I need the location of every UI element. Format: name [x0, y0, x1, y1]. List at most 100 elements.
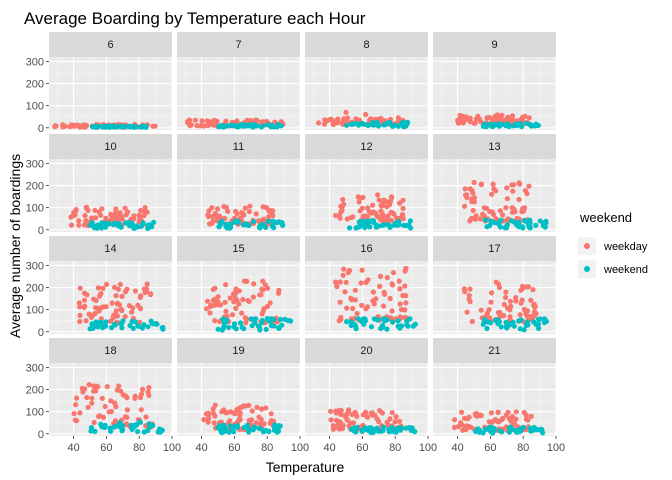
weekday-point	[103, 281, 110, 287]
weekday-point	[525, 284, 532, 290]
weekend-point	[112, 321, 118, 327]
weekend-point	[148, 318, 154, 324]
weekend-point	[151, 219, 157, 225]
weekday-point	[205, 412, 211, 418]
weekday-point	[241, 278, 248, 284]
y-tick-label: 0	[38, 123, 44, 135]
weekend-point	[366, 219, 372, 225]
facet-strip-label: 6	[107, 39, 113, 51]
weekday-point	[377, 273, 384, 279]
weekend-point	[380, 316, 386, 322]
weekday-point	[239, 310, 245, 316]
weekend-point	[222, 317, 228, 323]
weekday-point	[349, 297, 355, 303]
weekend-point	[123, 220, 129, 226]
weekend-point	[102, 224, 108, 230]
facet-strip-label: 8	[363, 39, 369, 51]
weekday-point	[506, 416, 512, 422]
weekday-point	[363, 306, 369, 312]
weekday-point	[390, 270, 397, 276]
weekday-point	[509, 113, 516, 119]
weekday-point	[227, 295, 233, 301]
weekday-point	[339, 426, 346, 432]
weekend-point	[484, 224, 490, 230]
weekend-point	[362, 318, 368, 324]
weekday-point	[210, 410, 216, 416]
weekday-point	[337, 279, 343, 285]
weekday-point	[526, 183, 532, 189]
weekend-point	[261, 223, 267, 229]
weekday-point	[503, 205, 509, 211]
weekday-point	[530, 287, 536, 293]
weekday-point	[402, 283, 408, 289]
weekend-point	[368, 429, 374, 435]
weekday-point	[522, 188, 529, 194]
weekday-point	[207, 310, 213, 316]
weekday-point	[504, 217, 510, 223]
weekday-point	[233, 286, 239, 292]
weekday-point	[510, 188, 516, 194]
weekday-point	[343, 109, 349, 115]
weekday-point	[334, 283, 340, 290]
weekday-point	[210, 297, 216, 303]
weekday-point	[532, 309, 538, 315]
weekday-point	[489, 191, 495, 197]
weekday-point	[146, 385, 152, 391]
weekday-point	[122, 289, 129, 295]
weekday-point	[503, 294, 509, 301]
weekend-point	[359, 427, 365, 433]
weekday-point	[81, 304, 87, 310]
y-tick-label: 100	[26, 305, 44, 317]
weekend-point	[236, 123, 242, 129]
weekend-point	[497, 224, 503, 230]
facet-strip-label: 20	[360, 345, 372, 357]
x-tick-label: 100	[163, 442, 181, 454]
weekday-point	[95, 285, 101, 291]
weekend-point	[398, 323, 405, 329]
weekday-point	[131, 213, 137, 219]
weekday-point	[397, 301, 403, 307]
weekday-point	[97, 413, 103, 419]
x-tick-label: 100	[419, 442, 437, 454]
weekday-point	[489, 290, 495, 296]
weekend-point	[246, 222, 252, 229]
weekday-point	[86, 311, 92, 317]
weekday-point	[253, 420, 259, 426]
weekend-point	[107, 425, 113, 431]
facet-strip-label: 9	[491, 39, 497, 51]
weekday-point	[488, 410, 494, 416]
weekday-point	[364, 414, 370, 420]
weekend-point	[499, 429, 505, 435]
y-tick-label: 200	[26, 385, 44, 397]
weekend-point	[264, 315, 270, 322]
facet-strip-label: 10	[104, 141, 116, 153]
weekend-point	[245, 425, 251, 431]
weekend-point	[99, 424, 105, 430]
weekday-point	[385, 213, 391, 219]
weekend-point	[484, 325, 490, 332]
weekday-point	[403, 293, 409, 299]
weekend-point	[348, 319, 354, 325]
weekday-point	[455, 120, 462, 126]
weekend-point	[140, 220, 146, 226]
y-tick-label: 0	[38, 429, 44, 441]
weekday-point	[507, 307, 513, 313]
weekday-point	[338, 314, 344, 321]
weekday-point	[345, 270, 351, 276]
x-tick-label: 60	[484, 442, 496, 454]
weekend-point	[276, 325, 282, 331]
weekday-point	[375, 192, 381, 198]
weekend-point	[275, 122, 281, 128]
y-tick-label: 300	[26, 260, 44, 272]
weekend-point	[356, 121, 362, 127]
weekday-point	[478, 182, 484, 188]
weekday-point	[138, 207, 144, 214]
weekday-point	[244, 117, 250, 123]
weekend-point	[103, 124, 109, 130]
weekday-point	[52, 124, 58, 130]
weekday-point	[333, 212, 339, 219]
weekday-point	[344, 305, 350, 311]
weekday-point	[93, 215, 99, 221]
weekday-point	[340, 272, 346, 278]
